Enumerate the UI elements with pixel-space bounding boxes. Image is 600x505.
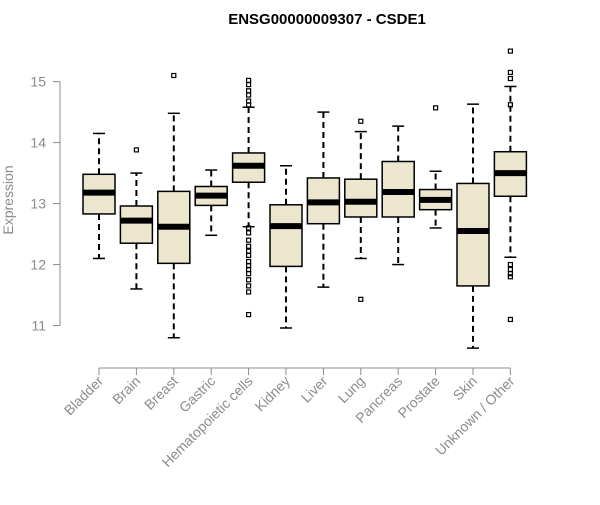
box-lung	[344, 118, 378, 302]
x-category-label: Skin	[450, 373, 481, 404]
x-category-label: Bladder	[61, 373, 107, 419]
outlier-point	[246, 102, 252, 108]
outlier-point	[171, 72, 177, 79]
outlier-point	[507, 316, 513, 323]
y-tick-label: 12	[30, 257, 46, 273]
outlier-point	[246, 289, 252, 295]
box-prostate	[418, 105, 453, 229]
iqr-box	[456, 182, 490, 287]
outlier-point	[507, 48, 513, 54]
outlier-point	[246, 277, 252, 283]
outlier-point	[246, 77, 252, 83]
y-tick-label: 13	[30, 196, 46, 212]
boxes	[82, 48, 528, 349]
outlier-point	[358, 118, 364, 124]
outlier-point	[507, 69, 513, 76]
outlier-point	[246, 237, 252, 243]
outlier-point	[246, 283, 252, 289]
outlier-point	[246, 225, 252, 231]
y-tick-label: 11	[31, 318, 46, 334]
outlier-point	[246, 258, 252, 265]
outlier-point	[507, 102, 513, 108]
box-pancreas	[381, 125, 415, 266]
outlier-point	[433, 105, 439, 111]
box-skin	[456, 103, 490, 349]
outlier-point	[246, 230, 252, 236]
box-brain	[119, 147, 154, 290]
box-hematopoietic-cells	[231, 77, 266, 318]
outlier-point	[507, 274, 513, 280]
outlier-point	[246, 248, 252, 254]
outlier-point	[246, 311, 252, 318]
y-tick-label: 15	[30, 74, 46, 90]
y-axis-label: Expression	[0, 165, 16, 234]
iqr-box	[344, 178, 378, 218]
outlier-point	[246, 92, 252, 98]
outlier-point	[507, 261, 513, 268]
outlier-point	[358, 296, 364, 302]
chart-title: ENSG00000009307 - CSDE1	[228, 11, 426, 28]
outlier-point	[507, 75, 513, 82]
x-category-label: Lung	[335, 373, 368, 406]
x-category-label: Prostate	[395, 373, 443, 421]
iqr-box	[269, 204, 303, 268]
x-category-label: Breast	[141, 373, 181, 413]
outlier-point	[246, 88, 252, 94]
outlier-point	[246, 252, 252, 259]
outlier-point	[133, 147, 139, 153]
x-category-label: Brain	[109, 373, 143, 407]
box-breast	[157, 72, 191, 339]
x-category-label: Kidney	[252, 373, 294, 415]
iqr-box	[119, 205, 154, 244]
outlier-point	[246, 82, 252, 88]
box-bladder	[82, 132, 116, 260]
outlier-point	[507, 266, 513, 273]
outlier-point	[507, 271, 513, 277]
y-axis: 11 12 13 14 15	[30, 74, 61, 334]
box-unknown-other	[493, 48, 528, 323]
box-gastric	[194, 169, 228, 237]
outlier-point	[246, 243, 252, 249]
box-kidney	[269, 165, 303, 329]
box-liver	[306, 111, 341, 288]
x-category-label: Liver	[298, 373, 331, 406]
outlier-point	[246, 271, 252, 277]
y-tick-label: 14	[30, 135, 46, 151]
